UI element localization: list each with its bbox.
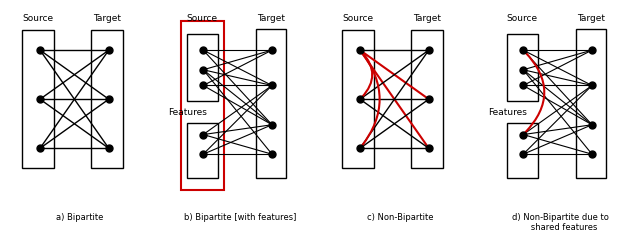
Text: Features: Features (168, 108, 207, 117)
Text: Target: Target (257, 14, 285, 23)
Text: Target: Target (93, 14, 121, 23)
Text: c) Non-Bipartite: c) Non-Bipartite (367, 213, 433, 222)
Text: Features: Features (488, 108, 527, 117)
Text: a) Bipartite: a) Bipartite (56, 213, 104, 222)
Text: Source: Source (343, 14, 374, 23)
Text: Target: Target (413, 14, 441, 23)
Text: Source: Source (187, 14, 218, 23)
Text: Target: Target (577, 14, 605, 23)
Text: b) Bipartite [with features]: b) Bipartite [with features] (184, 213, 296, 222)
Text: Source: Source (507, 14, 538, 23)
Text: d) Non-Bipartite due to
   shared features: d) Non-Bipartite due to shared features (511, 213, 609, 231)
Text: Source: Source (23, 14, 54, 23)
